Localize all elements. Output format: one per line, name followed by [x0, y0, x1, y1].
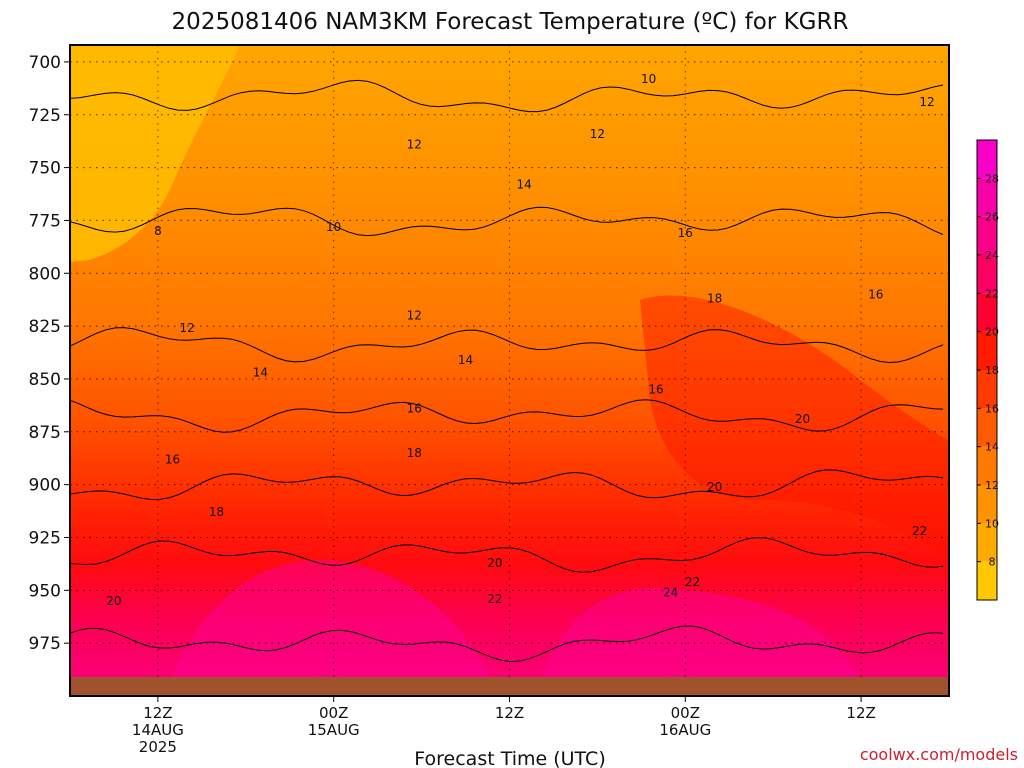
colorbar-segment	[977, 255, 997, 294]
contour-line	[70, 327, 944, 364]
contour-label: 14	[253, 366, 268, 380]
contour-label: 8	[154, 224, 162, 238]
x-tick-label: 12Z	[495, 704, 524, 722]
x-tick-label: 00Z	[319, 704, 348, 722]
colorbar-tick-label: 8	[989, 556, 996, 569]
x-tick-label: 00Z	[671, 704, 700, 722]
contour-label: 12	[407, 137, 422, 151]
colorbar-tick-label: 26	[985, 211, 999, 224]
x-tick-label: 14AUG	[132, 721, 184, 739]
contour-line	[70, 537, 944, 573]
contour-label: 22	[912, 524, 927, 538]
contour-line	[70, 625, 944, 663]
y-tick-label: 825	[29, 317, 61, 337]
x-axis-label: Forecast Time (UTC)	[414, 748, 605, 768]
contour-label: 16	[648, 383, 663, 397]
y-tick-label: 925	[29, 528, 61, 548]
colorbar-segment	[977, 178, 997, 217]
x-tick-label: 12Z	[143, 704, 172, 722]
colorbar-segment	[977, 331, 997, 370]
warm-core-right	[640, 295, 948, 560]
contour-line	[70, 399, 944, 433]
warm-pocket-bottom-left	[170, 560, 490, 680]
plot-area: 10 12 12 10 14 12 16 16 18 8 12 12 14 14 16 16 16 18 18 20 2…	[69, 44, 950, 697]
colorbar-segment	[977, 216, 997, 255]
chart-title: 2025081406 NAM3KM Forecast Temperature (…	[172, 9, 849, 35]
contour-label: 14	[517, 178, 532, 192]
credit-text: coolwx.com/models	[860, 745, 1018, 764]
contour-labels: 10 12 12 10 14 12 16 16 18 8 12 12 14 14 16 16 16 18 18 20 2…	[106, 72, 934, 608]
contour-label: 20	[487, 556, 502, 570]
contour-label: 16	[165, 452, 180, 466]
contour-label: 18	[707, 292, 722, 306]
colorbar-segment	[977, 446, 997, 485]
contour-label: 16	[868, 287, 883, 301]
colorbar-tick-label: 14	[985, 441, 999, 454]
contour-label: 12	[180, 321, 195, 335]
contour-label: 14	[458, 353, 473, 367]
warm-pocket-bottom-mid	[540, 587, 860, 680]
x-tick-label: 16AUG	[659, 721, 711, 739]
contour-label: 22	[685, 575, 700, 589]
contour-label: 18	[209, 505, 224, 519]
ground-surface	[70, 677, 949, 696]
colorbar-segment	[977, 485, 997, 524]
y-tick-label: 950	[29, 581, 61, 601]
colorbar-segment	[977, 140, 997, 179]
colorbar-tick-label: 28	[985, 172, 999, 185]
contour-label: 16	[407, 402, 422, 416]
y-tick-label: 775	[29, 211, 61, 231]
colorbar-tick-label: 18	[985, 364, 999, 377]
contour-line	[70, 206, 944, 237]
contour-label: 18	[407, 446, 422, 460]
colorbar-tick-label: 24	[985, 249, 999, 262]
contour-line	[70, 469, 944, 501]
x-tick-label: 2025	[139, 738, 177, 756]
contour-label: 10	[326, 220, 341, 234]
y-tick-label: 975	[29, 634, 61, 654]
grid	[70, 45, 949, 696]
contour-label: 20	[106, 594, 121, 608]
contour-label: 10	[641, 72, 656, 86]
y-axis: 700 725 750 775 800 825 850 875 900 925 950 975	[29, 53, 70, 654]
y-tick-label: 700	[29, 53, 61, 73]
colorbar-tick-label: 12	[985, 479, 999, 492]
contour-label: 12	[919, 95, 934, 109]
contour-label: 12	[407, 309, 422, 323]
y-tick-label: 750	[29, 159, 61, 179]
colorbar-tick-label: 20	[985, 326, 999, 339]
y-tick-label: 850	[29, 370, 61, 390]
colorbar-segment	[977, 523, 997, 562]
contour-label: 20	[795, 412, 810, 426]
y-tick-label: 875	[29, 423, 61, 443]
y-tick-label: 900	[29, 476, 61, 496]
contour-label: 22	[487, 592, 502, 606]
colorbar: 8 10 12 14 16 18 20 22 24 26 28	[976, 139, 999, 601]
x-tick-label: 15AUG	[308, 721, 360, 739]
contour-lines	[70, 79, 944, 663]
colorbar-segment	[977, 293, 997, 332]
colorbar-segment	[977, 561, 997, 600]
contour-line	[70, 79, 944, 113]
contour-label: 20	[707, 480, 722, 494]
y-tick-label: 725	[29, 106, 61, 126]
contour-label: 12	[590, 127, 605, 141]
contour-label: 16	[678, 226, 693, 240]
x-tick-label: 12Z	[846, 704, 875, 722]
colorbar-segment	[977, 408, 997, 447]
colorbar-tick-label: 10	[985, 517, 999, 530]
colorbar-tick-label: 22	[985, 287, 999, 300]
colorbar-tick-label: 16	[985, 402, 999, 415]
colorbar-segment	[977, 370, 997, 409]
y-tick-label: 800	[29, 264, 61, 284]
contour-label: 24	[663, 585, 678, 599]
cold-pocket-top-left	[70, 45, 240, 262]
